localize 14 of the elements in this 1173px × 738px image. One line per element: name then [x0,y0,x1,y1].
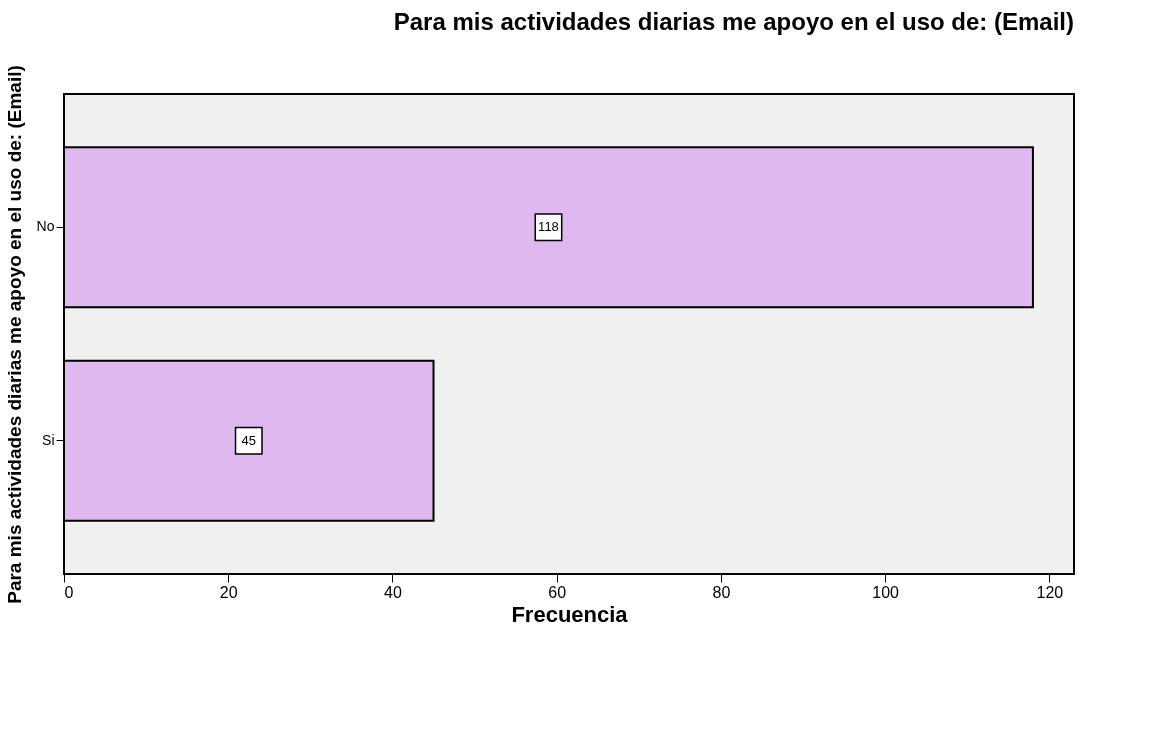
data-label: 45 [241,432,256,448]
x-axis-title: Frecuencia [511,601,629,627]
y-axis-title: Para mis actividades diarias me apoyo en el uso de: (Email) [3,65,25,604]
x-tick-label: 80 [712,583,731,601]
x-tick-label: 120 [1036,583,1064,601]
x-tick-label: 20 [219,583,238,601]
y-tick-label: No [36,218,55,235]
x-tick-label: 40 [384,583,402,601]
x-tick-label: 60 [548,583,567,601]
data-label: 118 [538,219,559,235]
x-tick-label: 100 [872,583,900,601]
x-tick-label: 0 [64,583,74,601]
y-tick-label: Si [42,431,55,448]
chart-title: Para mis actividades diarias me apoyo en el uso de: (Email) [393,7,1074,35]
